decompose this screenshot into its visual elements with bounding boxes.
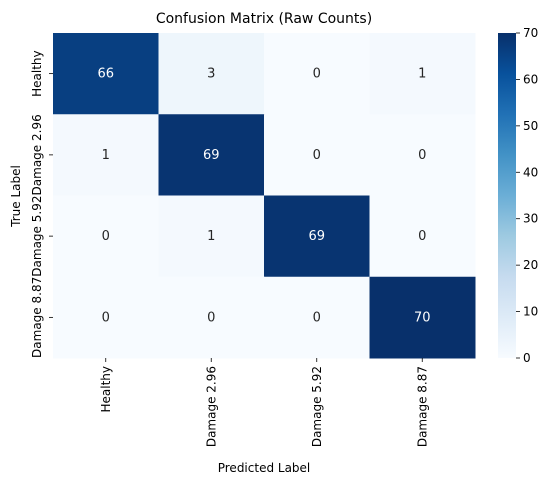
heatmap-cell <box>53 276 159 359</box>
y-tick-label: Damage 2.96 <box>30 114 44 195</box>
y-tick-label: Damage 8.87 <box>30 277 44 358</box>
chart-title: Confusion Matrix (Raw Counts) <box>156 11 372 27</box>
cell-value-label: 0 <box>313 67 321 82</box>
heatmap-cell <box>369 195 476 278</box>
cell-value-label: 0 <box>418 148 426 163</box>
cell-value-label: 1 <box>418 67 426 82</box>
heatmap-cell <box>53 195 159 278</box>
cell-value-label: 66 <box>97 67 114 82</box>
x-tick-labels: Healthy Damage 2.96 Damage 5.92 Damage 8.87 <box>99 358 429 447</box>
cell-value-label: 0 <box>102 310 110 325</box>
colorbar-tick-label: 0 <box>523 351 531 365</box>
colorbar-tick-label: 60 <box>523 72 538 86</box>
heatmap-cell <box>369 114 476 196</box>
heatmap-cell <box>264 114 370 196</box>
x-tick-label: Damage 2.96 <box>204 366 218 447</box>
cell-value-label: 70 <box>414 310 431 325</box>
heatmap-cell <box>264 195 370 278</box>
heatmap-cell <box>158 276 265 359</box>
cell-value-label: 0 <box>102 229 110 244</box>
cell-value-label: 1 <box>102 148 110 163</box>
x-tick-label: Healthy <box>99 366 113 413</box>
heatmap-cell <box>53 33 159 115</box>
colorbar-ticks: 0 10 20 30 40 50 60 70 <box>516 26 538 365</box>
heatmap-cell <box>369 33 476 115</box>
cell-value-label: 69 <box>203 148 220 163</box>
heatmap-cell <box>53 114 159 196</box>
colorbar-tick-label: 20 <box>523 258 538 272</box>
cell-value-label: 0 <box>418 229 426 244</box>
colorbar-tick-label: 30 <box>523 212 538 226</box>
heatmap-cell <box>158 33 265 115</box>
cell-value-label: 1 <box>207 229 215 244</box>
cell-annotations: 66 3 0 1 1 69 0 0 0 1 69 0 0 0 0 70 <box>97 67 430 326</box>
colorbar-tick-label: 70 <box>523 26 538 40</box>
cell-value-label: 0 <box>207 310 215 325</box>
y-tick-label: Healthy <box>30 50 44 97</box>
y-axis-label: True Label <box>9 165 23 228</box>
x-tick-label: Damage 8.87 <box>415 366 429 447</box>
heatmap-cell <box>158 114 265 196</box>
cell-value-label: 69 <box>308 229 325 244</box>
heatmap-cell <box>264 276 370 359</box>
heatmap-cell <box>158 195 265 278</box>
colorbar: 0 10 20 30 40 50 60 70 <box>498 26 538 365</box>
cell-value-label: 0 <box>313 148 321 163</box>
colorbar-gradient <box>498 33 516 358</box>
y-tick-label: Damage 5.92 <box>30 196 44 277</box>
heatmap-cell <box>264 33 370 115</box>
x-tick-label: Damage 5.92 <box>310 366 324 447</box>
cell-value-label: 3 <box>207 67 215 82</box>
colorbar-tick-label: 40 <box>523 165 538 179</box>
colorbar-tick-label: 10 <box>523 305 538 319</box>
colorbar-tick-label: 50 <box>523 119 538 133</box>
heatmap-cell <box>369 276 476 359</box>
heatmap-cells <box>53 33 476 359</box>
x-axis-label: Predicted Label <box>218 461 311 475</box>
cell-value-label: 0 <box>313 310 321 325</box>
